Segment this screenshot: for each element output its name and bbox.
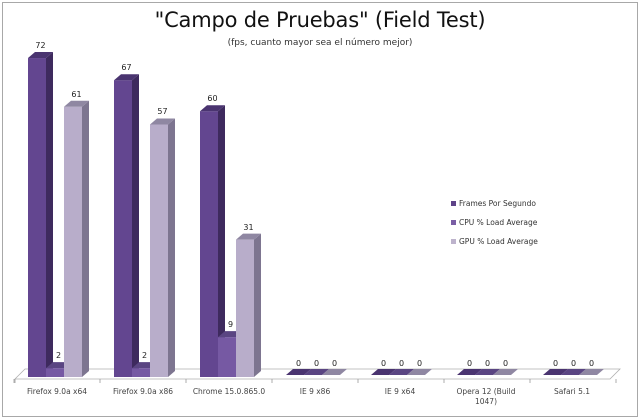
value-label: 0 [484,358,491,368]
value-label: 61 [71,89,82,99]
bar-zero-1-5 [475,369,500,375]
bar-2-2 [236,239,254,377]
bar-zero-0-6 [543,369,568,375]
value-label: 57 [157,107,168,117]
bar-side [218,105,225,377]
bar-0-2 [200,111,218,377]
bar-side [46,52,53,377]
value-label: 60 [207,94,218,104]
bar-zero-1-3 [304,369,329,375]
chart-title: "Campo de Pruebas" (Field Test) [154,8,486,32]
bar-top [236,233,261,240]
bar-top [200,105,225,112]
bar-zero-2-4 [407,369,432,375]
bar-zero-1-4 [389,369,414,375]
bar-1-1 [132,368,150,377]
value-label: 0 [502,358,509,368]
legend-swatch-cpu [451,220,456,225]
bar-top [150,118,175,125]
legend-item-cpu: CPU % Load Average [451,217,538,228]
category-label: Firefox 9.0a x86 [112,387,174,396]
bar-2-0 [64,106,82,378]
bar-2-1 [150,124,168,378]
bar-side [168,118,175,378]
value-label: 0 [416,358,423,368]
bar-top [64,100,89,107]
legend: Frames Por Segundo CPU % Load Average GP… [451,198,538,255]
category-label: Chrome 15.0.865.0 [192,387,266,396]
bar-zero-0-4 [371,369,396,375]
value-label: 0 [295,358,302,368]
bar-0-1 [114,80,132,377]
bar-zero-2-3 [322,369,347,375]
bar-side [132,74,139,377]
category-label: Safari 5.1 [553,387,591,396]
value-label: 72 [35,41,46,51]
bar-top [114,74,139,81]
bar-zero-2-6 [579,369,604,375]
value-label: 2 [55,351,62,361]
value-label: 9 [227,320,234,330]
value-label: 0 [588,358,595,368]
value-label: 31 [243,222,254,232]
value-label: 0 [552,358,559,368]
value-label: 67 [121,63,132,73]
chart-subtitle: (fps, cuanto mayor sea el número mejor) [227,38,413,48]
bar-side [82,100,89,378]
legend-label-gpu: GPU % Load Average [459,237,538,246]
bar-zero-1-6 [561,369,586,375]
category-label: IE 9 x86 [299,387,331,396]
category-label: Firefox 9.0a x64 [26,387,88,396]
value-label: 0 [313,358,320,368]
bar-top [28,52,53,59]
bar-zero-0-3 [286,369,311,375]
bar-1-2 [218,337,236,377]
value-label: 0 [398,358,405,368]
legend-label-fps: Frames Por Segundo [459,199,536,208]
bar-zero-2-5 [493,369,518,375]
category-label: IE 9 x64 [384,387,416,396]
value-label: 2 [141,351,148,361]
legend-label-cpu: CPU % Load Average [459,218,538,227]
value-label: 0 [380,358,387,368]
bar-side [254,233,261,377]
value-label: 0 [331,358,338,368]
legend-swatch-gpu [451,239,456,244]
bar-0-0 [28,58,46,377]
legend-swatch-fps [451,201,456,206]
value-label: 0 [466,358,473,368]
legend-item-gpu: GPU % Load Average [451,236,538,247]
bar-zero-0-5 [457,369,482,375]
bar-1-0 [46,368,64,377]
value-label: 0 [570,358,577,368]
legend-item-fps: Frames Por Segundo [451,198,538,209]
category-label: Opera 12 (Build 1047) [456,387,516,406]
